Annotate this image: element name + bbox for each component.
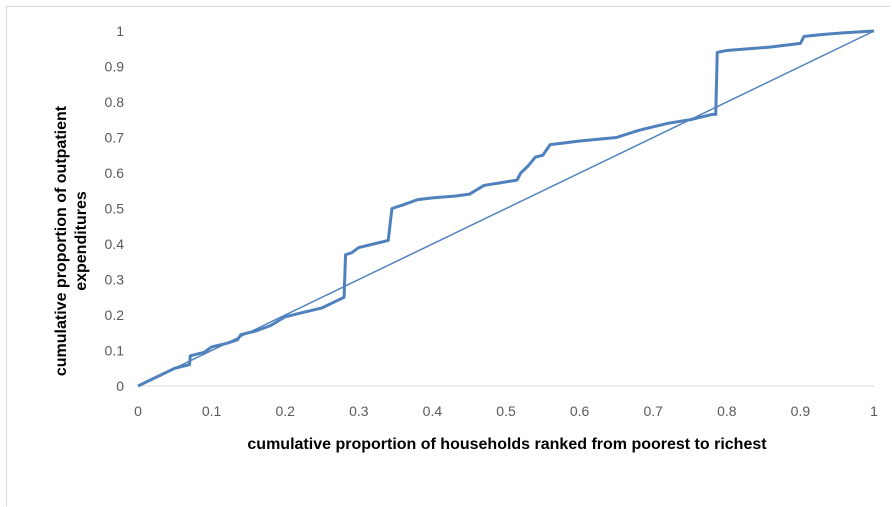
x-tick-label: 0.1 [202,403,222,419]
y-tick-label: 0.6 [105,165,125,181]
x-tick-label: 0.9 [791,403,811,419]
y-axis-title-line-2: expenditures [73,191,90,291]
x-tick-label: 0.8 [717,403,737,419]
x-tick-label: 0 [134,403,142,419]
y-tick-label: 0.4 [105,236,125,252]
y-tick-label: 0.5 [105,201,125,217]
x-tick-label: 0.7 [643,403,663,419]
x-tick-label: 0.6 [570,403,590,419]
x-tick-label: 1 [870,403,878,419]
series-layer [137,29,875,388]
y-tick-label: 0.2 [105,307,125,323]
y-tick-label: 0.3 [105,272,125,288]
y-tick-label: 0.1 [105,343,125,359]
y-tick-label: 0.7 [105,130,125,146]
x-tick-label: 0.2 [275,403,295,419]
y-tick-label: 1 [116,23,124,39]
x-tick-label: 0.4 [423,403,443,419]
x-tick-label: 0.5 [496,403,516,419]
concentration-curve-line [137,29,875,388]
x-axis-ticks: 0 0.1 0.2 0.3 0.4 0.5 0.6 0.7 0.8 0.9 1 [134,403,878,419]
x-axis-title: cumulative proportion of households rank… [247,436,767,453]
y-axis-ticks: 0 0.1 0.2 0.3 0.4 0.5 0.6 0.7 0.8 0.9 1 [105,23,125,394]
y-tick-label: 0.9 [105,59,125,75]
y-tick-label: 0.8 [105,94,125,110]
x-tick-label: 0.3 [349,403,369,419]
line-of-equality-line [137,30,875,387]
y-axis-title-line-1: cumulative proportion of outpatient [53,105,70,376]
y-tick-label: 0 [116,378,124,394]
y-axis-title: cumulative proportion of outpatient expe… [53,105,90,376]
chart-frame [6,6,890,506]
